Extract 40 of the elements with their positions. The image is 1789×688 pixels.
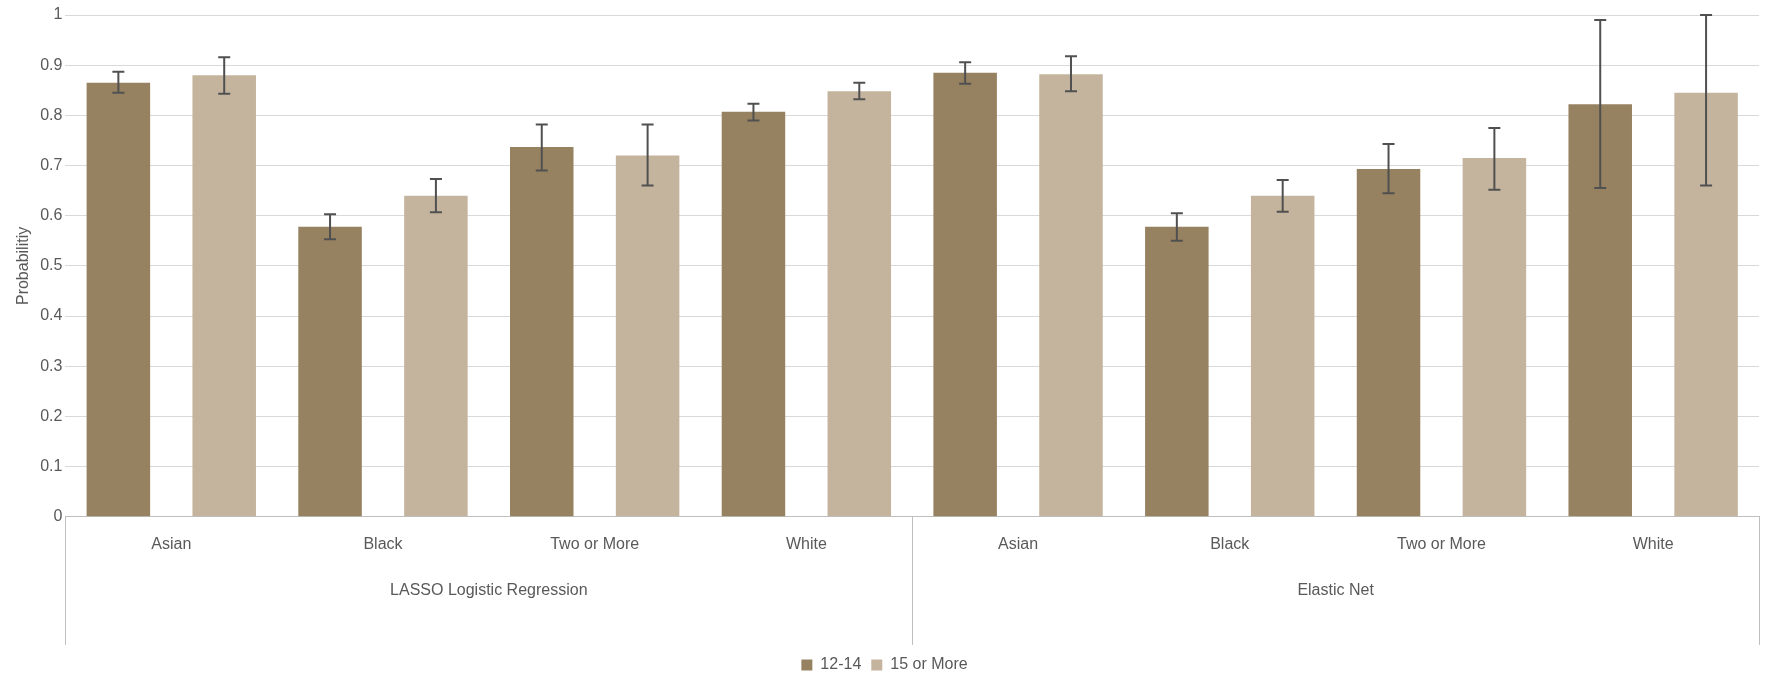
- text: LASSO Logistic Regression: [390, 581, 588, 599]
- bar: [1145, 226, 1209, 517]
- y-tick-label: 0.1: [40, 457, 63, 475]
- x-tick-label: Black: [363, 534, 404, 552]
- bar: [298, 226, 362, 517]
- y-tick-label: 0.4: [40, 306, 63, 324]
- bar: [86, 82, 151, 517]
- bar: [721, 111, 786, 517]
- x-tick-label: Two or More: [550, 534, 640, 552]
- text: Elastic Net: [1297, 581, 1375, 599]
- y-axis-title: Probabilitiy: [14, 226, 32, 306]
- x-tick-label: Black: [1210, 534, 1251, 552]
- y-tick-label: 0.6: [40, 206, 63, 224]
- y-tick-label: 0.2: [40, 406, 63, 424]
- y-tick-label: 0.5: [40, 256, 63, 274]
- legend-label: 12-14: [820, 655, 862, 673]
- bar: [933, 72, 997, 517]
- x-tick-label: White: [1632, 534, 1674, 552]
- bar: [1462, 158, 1527, 517]
- bar: [1250, 195, 1315, 517]
- legend-label: 15 or More: [890, 655, 968, 673]
- y-tick-label: 0.9: [40, 55, 63, 73]
- x-tick-label: Two or More: [1397, 534, 1487, 552]
- bar: [192, 75, 256, 517]
- bar: [1568, 104, 1632, 517]
- y-tick-label: 0: [53, 507, 63, 525]
- bar: [827, 91, 892, 517]
- y-tick-label: 1: [53, 5, 63, 23]
- y-tick-label: 0.3: [40, 356, 63, 374]
- y-tick-label: 0.7: [40, 155, 63, 173]
- bar: [1674, 92, 1738, 517]
- bar: [1356, 169, 1421, 517]
- bar: [615, 155, 680, 517]
- bar: [1039, 74, 1103, 517]
- bar: [404, 195, 468, 517]
- x-tick-label: Asian: [151, 534, 192, 552]
- x-tick-label: White: [785, 534, 827, 552]
- y-tick-label: 0.8: [40, 105, 63, 123]
- bar: [510, 146, 574, 517]
- x-tick-label: Asian: [998, 534, 1039, 552]
